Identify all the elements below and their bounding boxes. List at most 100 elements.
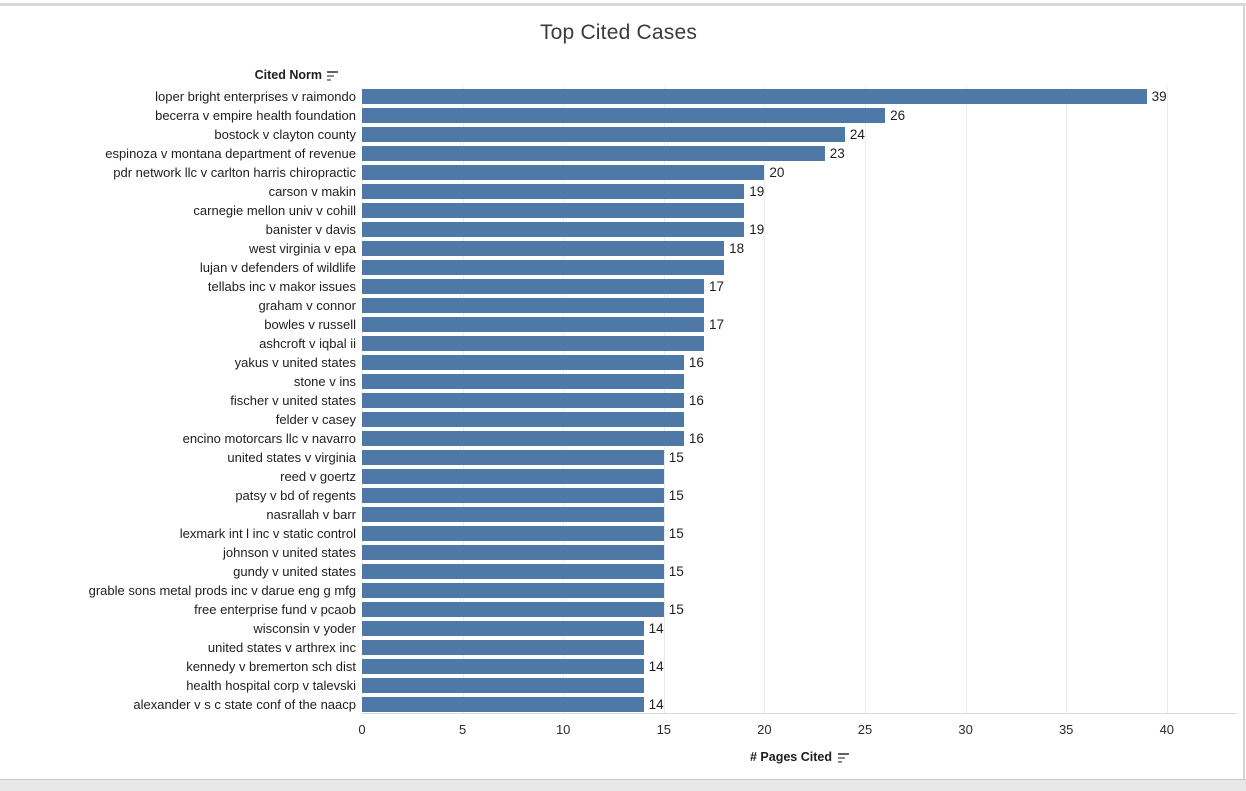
bar[interactable] — [362, 488, 664, 503]
sort-descending-icon[interactable] — [327, 70, 338, 81]
bar[interactable] — [362, 583, 664, 598]
category-label[interactable]: reed v goertz — [280, 469, 356, 484]
bar[interactable] — [362, 697, 644, 712]
bar[interactable] — [362, 545, 664, 560]
bar-wrap — [362, 201, 745, 220]
bar[interactable] — [362, 260, 725, 275]
bar[interactable] — [362, 602, 664, 617]
gridline — [764, 87, 766, 713]
category-label[interactable]: carnegie mellon univ v cohill — [193, 203, 356, 218]
category-label[interactable]: united states v virginia — [227, 450, 356, 465]
bar-row: espinoza v montana department of revenue… — [0, 144, 1167, 163]
window-bottom-bar — [0, 779, 1246, 791]
bar[interactable] — [362, 127, 845, 142]
bar[interactable] — [362, 507, 664, 522]
bar[interactable] — [362, 564, 664, 579]
category-label[interactable]: ashcroft v iqbal ii — [259, 336, 356, 351]
bar[interactable] — [362, 165, 765, 180]
bar-wrap — [362, 410, 684, 429]
category-label[interactable]: espinoza v montana department of revenue — [105, 146, 356, 161]
bar[interactable] — [362, 621, 644, 636]
bar-wrap: 19 — [362, 220, 764, 239]
x-tick-label: 25 — [857, 722, 873, 737]
category-label[interactable]: patsy v bd of regents — [235, 488, 356, 503]
bar[interactable] — [362, 431, 684, 446]
bar[interactable] — [362, 336, 705, 351]
bar-row: health hospital corp v talevski — [0, 676, 1167, 695]
bar-value-label: 20 — [769, 165, 785, 180]
sort-descending-icon[interactable] — [837, 752, 849, 763]
bar[interactable] — [362, 659, 644, 674]
bar[interactable] — [362, 184, 745, 199]
row-header[interactable]: Cited Norm — [0, 66, 338, 84]
category-label[interactable]: health hospital corp v talevski — [186, 678, 356, 693]
category-label[interactable]: fischer v united states — [230, 393, 356, 408]
bar-row: encino motorcars llc v navarro 16 — [0, 429, 1167, 448]
category-label[interactable]: encino motorcars llc v navarro — [182, 431, 356, 446]
bar[interactable] — [362, 146, 825, 161]
category-label[interactable]: free enterprise fund v pcaob — [194, 602, 356, 617]
bar[interactable] — [362, 374, 684, 389]
category-label[interactable]: grable sons metal prods inc v darue eng … — [88, 583, 356, 598]
bar-row: free enterprise fund v pcaob 15 — [0, 600, 1167, 619]
bar[interactable] — [362, 393, 684, 408]
bar-row: felder v casey — [0, 410, 1167, 429]
bar-row: loper bright enterprises v raimondo 39 — [0, 87, 1167, 106]
category-label[interactable]: pdr network llc v carlton harris chiropr… — [113, 165, 356, 180]
category-label[interactable]: wisconsin v yoder — [253, 621, 356, 636]
x-tick-label: 20 — [757, 722, 772, 737]
category-label[interactable]: stone v ins — [293, 374, 356, 389]
x-axis-title[interactable]: # Pages Cited — [362, 750, 1237, 764]
bar-row: alexander v s c state conf of the naacp … — [0, 695, 1167, 714]
category-label[interactable]: lujan v defenders of wildlife — [199, 260, 356, 275]
category-label[interactable]: yakus v united states — [234, 355, 356, 370]
bar[interactable] — [362, 526, 664, 541]
category-label[interactable]: gundy v united states — [233, 564, 356, 579]
category-label[interactable]: lexmark int l inc v static control — [179, 526, 356, 541]
category-label[interactable]: bowles v russell — [264, 317, 356, 332]
bar-wrap: 17 — [362, 315, 724, 334]
bar[interactable] — [362, 241, 725, 256]
bar-wrap: 26 — [362, 106, 905, 125]
gridline — [1166, 87, 1168, 713]
category-label[interactable]: alexander v s c state conf of the naacp — [133, 697, 356, 712]
bar-wrap: 24 — [362, 125, 865, 144]
bar-row: nasrallah v barr — [0, 505, 1167, 524]
category-label[interactable]: johnson v united states — [223, 545, 356, 560]
category-label[interactable]: west virginia v epa — [249, 241, 356, 256]
bar[interactable] — [362, 108, 886, 123]
bar-row: gundy v united states 15 — [0, 562, 1167, 581]
bar[interactable] — [362, 678, 644, 693]
bar[interactable] — [362, 89, 1147, 104]
bar[interactable] — [362, 640, 644, 655]
bar-row: united states v arthrex inc — [0, 638, 1167, 657]
bar[interactable] — [362, 279, 705, 294]
bar[interactable] — [362, 222, 745, 237]
bar-wrap: 19 — [362, 182, 764, 201]
category-label[interactable]: loper bright enterprises v raimondo — [155, 89, 356, 104]
bar[interactable] — [362, 203, 745, 218]
category-label[interactable]: tellabs inc v makor issues — [207, 279, 356, 294]
category-label[interactable]: bostock v clayton county — [214, 127, 356, 142]
category-label[interactable]: kennedy v bremerton sch dist — [186, 659, 356, 674]
category-label[interactable]: felder v casey — [275, 412, 356, 427]
category-label[interactable]: carson v makin — [268, 184, 356, 199]
category-label[interactable]: united states v arthrex inc — [207, 640, 356, 655]
bar[interactable] — [362, 317, 705, 332]
bar[interactable] — [362, 450, 664, 465]
bar-value-label: 39 — [1151, 89, 1167, 104]
bar[interactable] — [362, 469, 664, 484]
category-label[interactable]: graham v connor — [258, 298, 356, 313]
bar-value-label: 16 — [688, 393, 704, 408]
category-label[interactable]: nasrallah v barr — [266, 507, 356, 522]
bar-value-label: 14 — [648, 697, 664, 712]
bar-row: stone v ins — [0, 372, 1167, 391]
bar[interactable] — [362, 412, 684, 427]
bar-row: patsy v bd of regents 15 — [0, 486, 1167, 505]
category-label[interactable]: becerra v empire health foundation — [155, 108, 356, 123]
category-label[interactable]: banister v davis — [265, 222, 356, 237]
window-right-border — [1243, 6, 1245, 779]
bar[interactable] — [362, 298, 705, 313]
bar[interactable] — [362, 355, 684, 370]
bar-wrap — [362, 467, 664, 486]
